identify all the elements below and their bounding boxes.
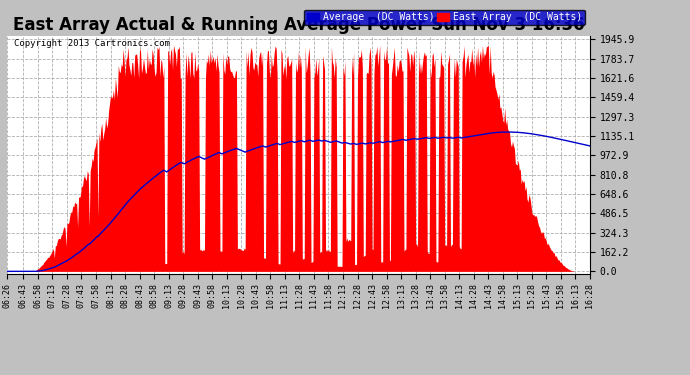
Text: Copyright 2013 Cartronics.com: Copyright 2013 Cartronics.com xyxy=(14,39,170,48)
Title: East Array Actual & Running Average Power Sun Nov 3 16:36: East Array Actual & Running Average Powe… xyxy=(12,16,584,34)
Legend: Average  (DC Watts), East Array  (DC Watts): Average (DC Watts), East Array (DC Watts… xyxy=(304,9,585,26)
